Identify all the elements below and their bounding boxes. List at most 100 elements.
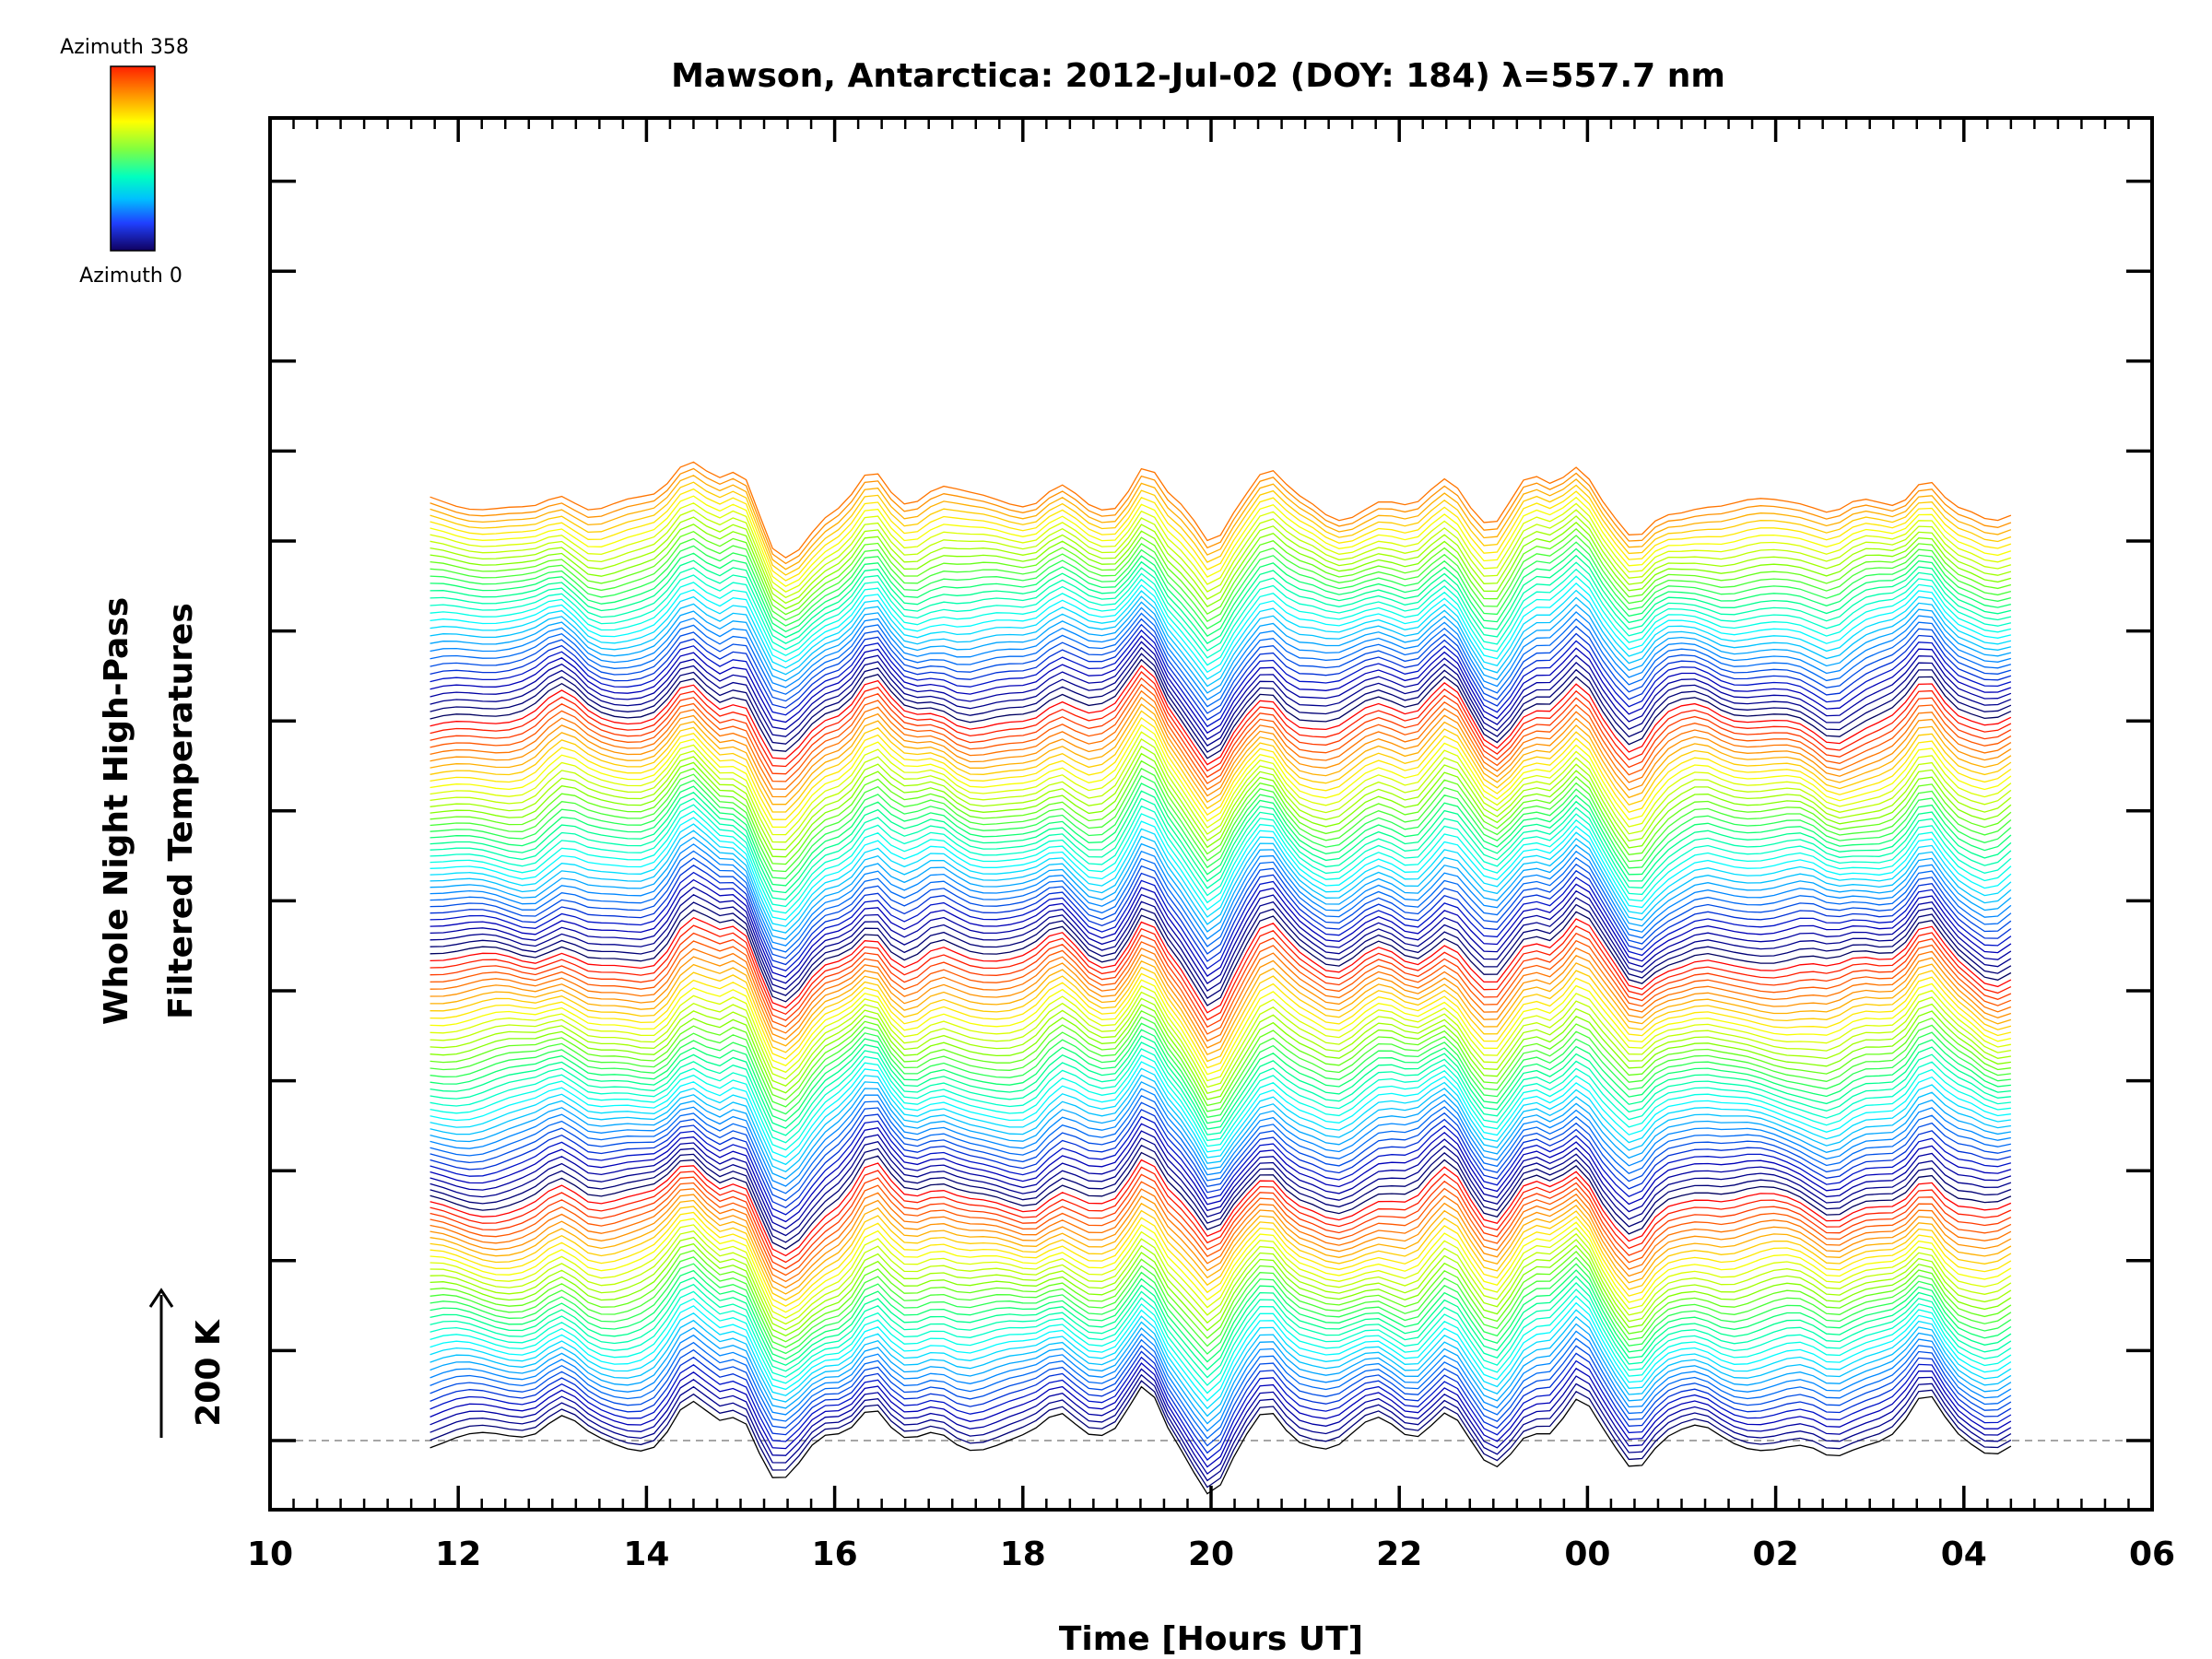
series-line — [429, 1109, 2012, 1209]
series-line — [429, 629, 2012, 728]
series-line — [429, 703, 2012, 806]
series-line — [429, 1385, 2012, 1495]
series-line — [429, 1094, 2012, 1194]
series-line — [429, 689, 2012, 791]
series-line — [429, 1242, 2012, 1337]
series-line — [429, 1249, 2012, 1343]
series-line — [429, 1054, 2011, 1151]
series-line — [429, 1301, 2012, 1402]
series-line — [429, 1115, 2012, 1216]
series-line — [429, 1281, 2012, 1379]
series-line — [429, 1101, 2012, 1202]
series-line — [429, 1337, 2012, 1440]
series-line — [429, 1211, 2012, 1307]
series-line — [429, 1123, 2012, 1223]
series-line — [429, 1159, 2012, 1257]
x-tick-labels: 10 12 14 16 18 20 22 00 02 04 06 — [247, 1535, 2175, 1573]
series-line — [429, 1350, 2012, 1454]
x-tick-label: 16 — [812, 1535, 858, 1573]
series-line — [429, 601, 2012, 694]
series-line — [429, 865, 2012, 966]
series-line — [429, 561, 2012, 652]
y-axis-label-line1: Whole Night High-Pass — [98, 597, 135, 1025]
series-line — [429, 823, 2012, 927]
series-line — [429, 1048, 2011, 1144]
series-line — [429, 665, 2012, 766]
series-line — [429, 641, 2012, 741]
series-line — [429, 1067, 2011, 1166]
series-line — [429, 947, 2012, 1042]
x-tick-label: 00 — [1564, 1535, 1610, 1573]
series-line — [429, 502, 2012, 593]
series-line — [429, 575, 2012, 666]
x-axis-label: Time [Hours UT] — [1059, 1620, 1363, 1658]
series-line — [429, 1035, 2011, 1130]
series-line — [429, 1009, 2011, 1107]
scale-label: 200 K — [190, 1319, 228, 1427]
series-line — [429, 857, 2012, 959]
series-line — [429, 1194, 2012, 1288]
series-line — [429, 810, 2012, 914]
series-line — [429, 595, 2012, 688]
series-line — [429, 1368, 2012, 1476]
series-line — [429, 509, 2012, 599]
series-line — [429, 547, 2012, 638]
chart-title: Mawson, Antarctica: 2012-Jul-02 (DOY: 18… — [671, 57, 1725, 95]
scale-indicator: 200 K — [148, 1288, 228, 1438]
series-line — [429, 683, 2012, 784]
series-line — [429, 871, 2012, 972]
ticks — [268, 118, 2154, 1510]
series-line — [429, 495, 2012, 587]
series-line — [429, 535, 2012, 623]
series-line — [429, 1345, 2012, 1447]
series-line — [429, 1269, 2012, 1363]
series-line — [429, 954, 2012, 1049]
scale-arrow-head — [148, 1288, 174, 1308]
series-line — [429, 1288, 2012, 1386]
series-line — [429, 522, 2012, 610]
series-line — [429, 541, 2012, 630]
series-line — [429, 1181, 2012, 1277]
series-line — [429, 589, 2012, 680]
series-line — [429, 1029, 2011, 1124]
series-line — [429, 959, 2012, 1056]
colorbar: Azimuth 358 Azimuth 0 — [60, 36, 189, 288]
series-line — [429, 985, 2012, 1082]
series-line — [429, 878, 2012, 978]
series-line — [429, 653, 2012, 753]
series-line — [429, 606, 2012, 701]
series-line — [429, 1218, 2012, 1313]
series-line — [429, 804, 2012, 908]
series-line — [429, 1256, 2012, 1348]
series-line — [429, 752, 2012, 858]
series-line — [429, 1309, 2012, 1410]
series-line — [429, 1022, 2011, 1119]
series-line — [429, 696, 2012, 798]
series-line — [429, 932, 2012, 1029]
series-line — [429, 618, 2012, 714]
series-line — [429, 886, 2012, 985]
series-line — [429, 1199, 2012, 1295]
x-tick-label: 04 — [1941, 1535, 1987, 1573]
y-axis-label-line2: Filtered Temperatures — [162, 603, 200, 1019]
x-tick-label: 22 — [1376, 1535, 1422, 1573]
series-line — [429, 623, 2012, 721]
series-line — [429, 528, 2012, 616]
series-line — [429, 1166, 2012, 1264]
series-line — [429, 515, 2012, 605]
series-line — [429, 1173, 2012, 1270]
series-line — [429, 830, 2012, 934]
series-line — [429, 817, 2012, 921]
series-line — [429, 797, 2012, 900]
series-line — [429, 1295, 2012, 1394]
series-line — [429, 745, 2012, 851]
series-line — [429, 966, 2012, 1063]
series-line — [429, 710, 2012, 813]
series-line — [429, 939, 2012, 1035]
colorbar-bottom-label: Azimuth 0 — [79, 265, 182, 288]
series-group — [429, 461, 2012, 1495]
series-line — [429, 554, 2012, 644]
x-tick-label: 12 — [435, 1535, 481, 1573]
series-line — [429, 1323, 2012, 1425]
series-line — [429, 737, 2012, 843]
